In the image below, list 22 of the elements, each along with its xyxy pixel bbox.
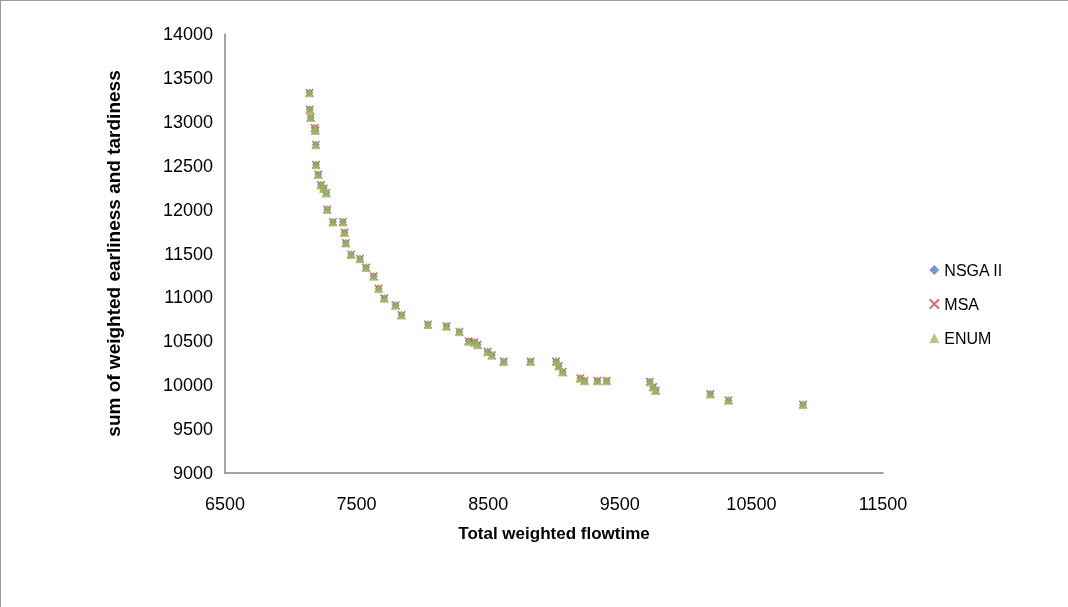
- y-axis-title: sum of weighted earliness and tardiness: [102, 70, 124, 437]
- y-tick-label: 13500: [162, 67, 213, 88]
- y-tick-label: 11500: [164, 243, 213, 264]
- y-tick-label: 12000: [162, 199, 213, 220]
- x-tick-label: 6500: [204, 494, 246, 514]
- x-tick-label: 7500: [336, 494, 377, 514]
- y-tick-label: 12500: [162, 155, 213, 176]
- x-tick-label: 9500: [599, 494, 640, 514]
- y-tick-label: 9500: [172, 419, 213, 440]
- y-tick-label: 9000: [172, 463, 213, 483]
- legend-label: NSGA II: [944, 261, 1003, 279]
- legend-label: MSA: [944, 295, 980, 313]
- x-axis-title: Total weighted flowtime: [458, 524, 650, 543]
- x-tick-label: 11500: [858, 494, 908, 514]
- y-tick-label: 11000: [164, 287, 213, 308]
- x-tick-label: 10500: [726, 494, 777, 514]
- x-tick-label: 8500: [468, 494, 509, 514]
- y-tick-label: 14000: [162, 24, 213, 44]
- y-tick-label: 10500: [162, 331, 213, 352]
- y-tick-label: 13000: [162, 111, 213, 132]
- legend-label: ENUM: [944, 329, 992, 347]
- y-tick-label: 10000: [162, 375, 213, 396]
